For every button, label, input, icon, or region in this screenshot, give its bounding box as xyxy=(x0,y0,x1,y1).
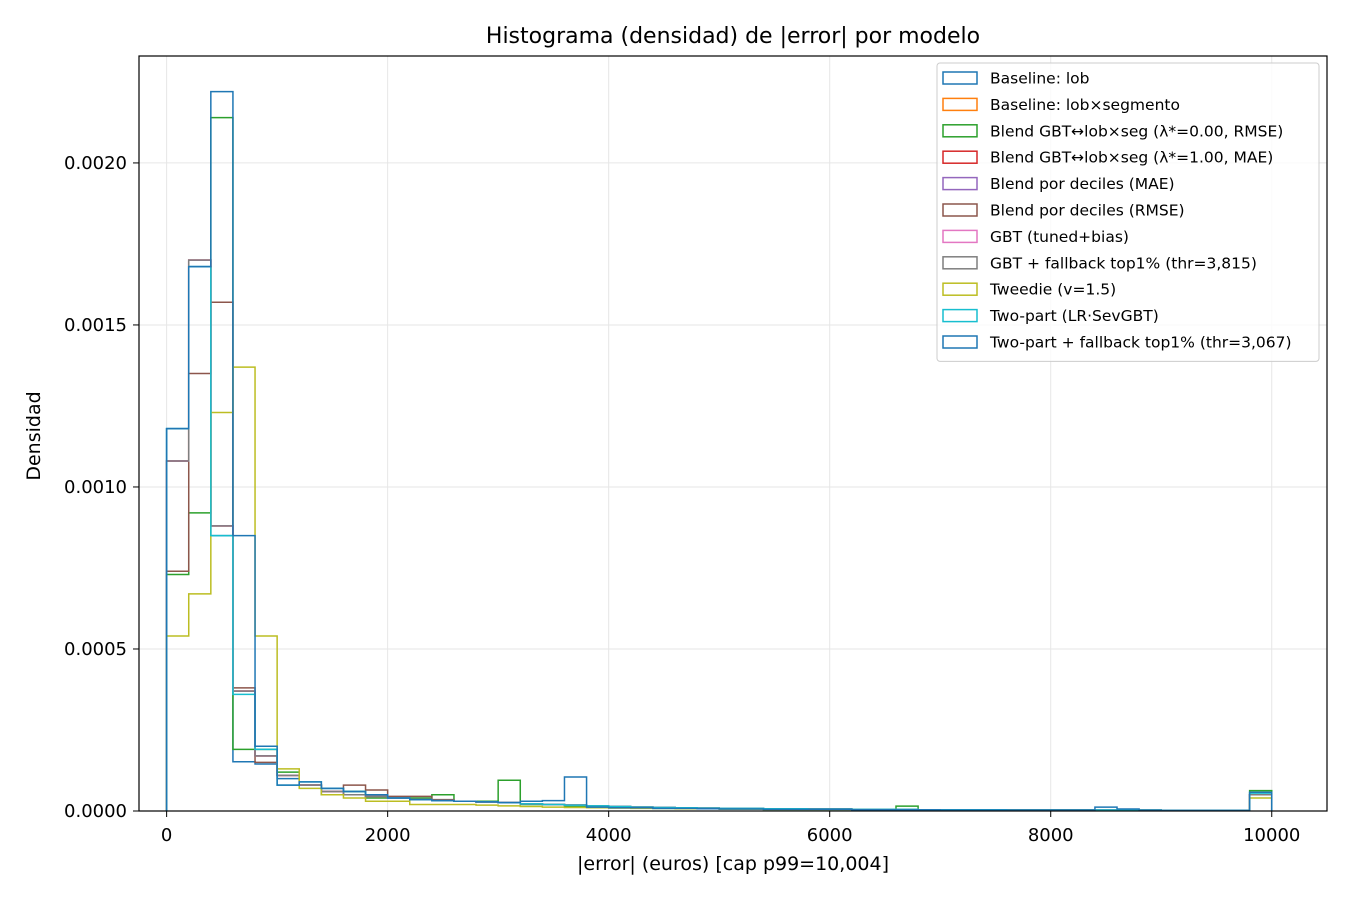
legend-entry-label: Blend GBT↔lob×seg (λ*=1.00, MAE) xyxy=(990,149,1273,167)
legend-entry-label: Two-part + fallback top1% (thr=3,067) xyxy=(989,334,1292,352)
legend-swatch xyxy=(942,71,978,85)
x-tick-label: 4000 xyxy=(586,825,632,846)
legend-swatch xyxy=(942,229,978,244)
legend-entry-label: Two-part (LR·SevGBT) xyxy=(989,307,1159,325)
series-layer xyxy=(165,90,1273,812)
y-tick-label: 0.0020 xyxy=(64,153,127,174)
legend-swatch xyxy=(942,97,978,112)
y-axis: 0.0000 0.0005 0.0010 0.0015 0.0020 xyxy=(64,153,139,822)
plot-frame xyxy=(138,55,1328,812)
legend-entry-label: Baseline: lob×segmento xyxy=(990,96,1180,114)
x-tick-label: 2000 xyxy=(365,825,411,846)
x-axis: 0 2000 4000 6000 8000 10000 xyxy=(161,811,1300,846)
legend-swatch xyxy=(942,282,978,296)
legend-entry-label: Tweedie (v=1.5) xyxy=(989,281,1116,299)
legend-entry-label: Blend por deciles (RMSE) xyxy=(990,202,1185,220)
series-step-line xyxy=(165,90,1273,812)
legend-entry-label: Baseline: lob xyxy=(990,70,1090,88)
legend-entry-label: GBT + fallback top1% (thr=3,815) xyxy=(990,254,1257,272)
legend-swatch xyxy=(942,203,978,217)
chart-title: Histograma (densidad) de |error| por mod… xyxy=(486,24,980,49)
legend-swatch xyxy=(942,176,978,191)
legend-entry-label: Blend GBT↔lob×seg (λ*=0.00, RMSE) xyxy=(990,122,1283,140)
legend-swatch xyxy=(942,150,978,164)
x-tick-label: 8000 xyxy=(1028,825,1074,846)
y-tick-label: 0.0015 xyxy=(64,315,127,336)
x-tick-label: 10000 xyxy=(1243,825,1300,846)
legend-swatch xyxy=(942,335,978,349)
y-tick-label: 0.0010 xyxy=(64,477,127,498)
y-axis-label: Densidad xyxy=(23,391,45,480)
y-tick-label: 0.0005 xyxy=(64,639,127,660)
x-tick-label: 6000 xyxy=(807,825,853,846)
legend-box xyxy=(936,62,1320,362)
y-tick-label: 0.0000 xyxy=(64,801,127,822)
legend-swatch xyxy=(942,256,978,270)
legend: Baseline: lob Baseline: lob×segmento Blend… xyxy=(936,62,1320,362)
legend-swatch xyxy=(942,308,978,323)
x-axis-label: |error| (euros) [cap p99=10,004] xyxy=(577,853,889,875)
legend-entry-label: Blend por deciles (MAE) xyxy=(990,175,1175,193)
x-tick-label: 0 xyxy=(161,825,172,846)
legend-swatch xyxy=(942,124,978,138)
legend-entry-label: GBT (tuned+bias) xyxy=(990,228,1129,246)
